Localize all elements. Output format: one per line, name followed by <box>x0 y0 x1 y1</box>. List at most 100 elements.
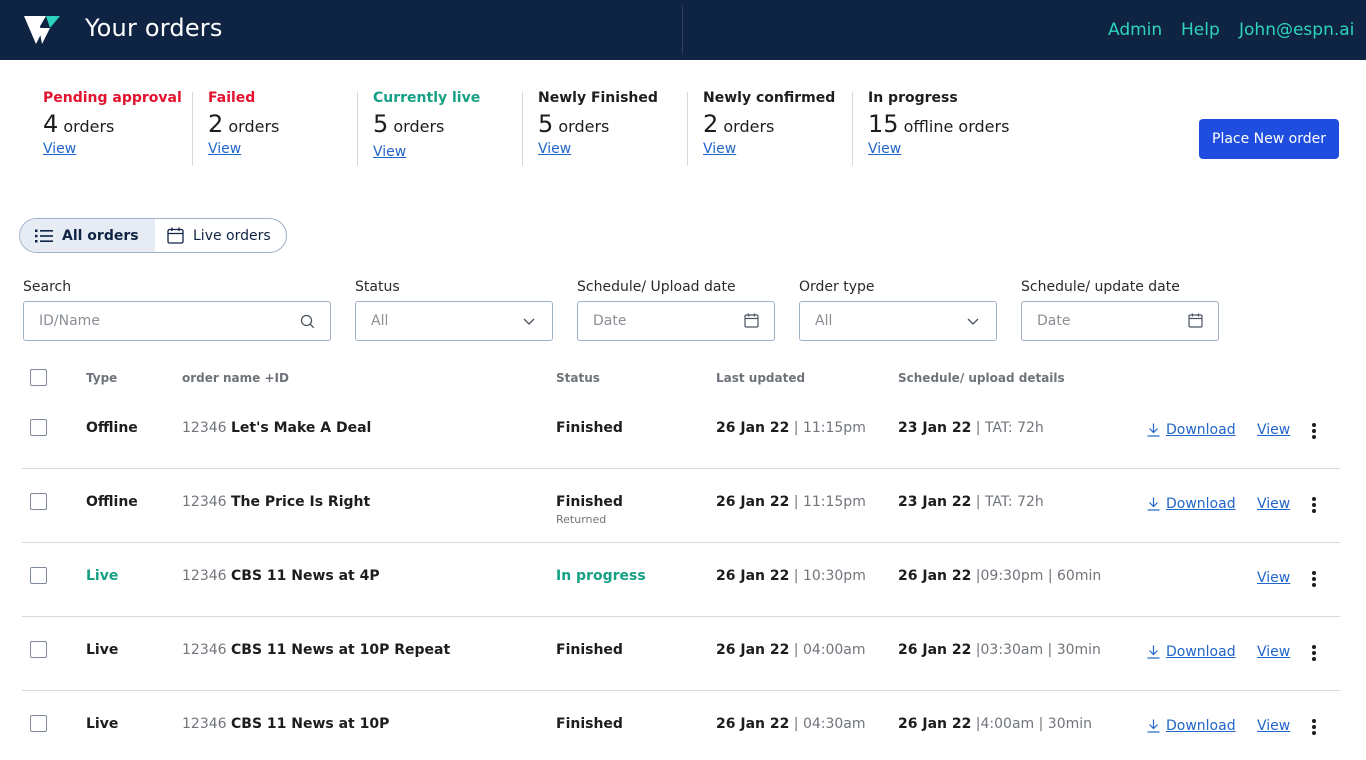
count-number: 5 <box>373 110 389 138</box>
status-select-value: All <box>371 313 389 329</box>
view-order-link[interactable]: View <box>1257 644 1291 660</box>
updated-date: 26 Jan 22 <box>716 568 790 584</box>
date-placeholder: Date <box>593 313 627 329</box>
help-link[interactable]: Help <box>1181 20 1220 40</box>
view-order-link[interactable]: View <box>1257 422 1291 438</box>
summary-count: 5 orders <box>538 110 658 138</box>
tab-live-orders[interactable]: Live orders <box>155 219 286 252</box>
calendar-icon <box>1188 313 1203 328</box>
status-select[interactable]: All <box>355 301 553 341</box>
order-view-toggle: All orders Live orders <box>19 218 287 253</box>
view-failed-link[interactable]: View <box>208 141 242 157</box>
schedule-detail: |03:30am | 30min <box>975 642 1101 658</box>
order-status-cell: Finished <box>556 716 623 732</box>
row-divider <box>22 690 1340 691</box>
count-unit: orders <box>393 117 445 136</box>
updated-time: | 04:00am <box>793 642 866 658</box>
updated-time: | 04:30am <box>793 716 866 732</box>
calendar-icon <box>167 227 184 244</box>
download-link[interactable]: Download <box>1166 718 1236 734</box>
row-divider <box>22 542 1340 543</box>
more-options-icon[interactable] <box>1308 645 1320 663</box>
summary-label: Failed <box>208 90 256 106</box>
chevron-down-icon <box>523 318 535 325</box>
order-id-cell: 12346 <box>182 716 227 732</box>
summary-label: Newly confirmed <box>703 90 836 106</box>
search-input[interactable]: ID/Name <box>23 301 331 341</box>
row-checkbox[interactable] <box>30 715 47 732</box>
place-new-order-button[interactable]: Place New order <box>1199 119 1339 159</box>
more-options-icon[interactable] <box>1308 423 1320 441</box>
view-order-link[interactable]: View <box>1257 718 1291 734</box>
summary-label: Currently live <box>373 90 481 106</box>
row-divider <box>22 616 1340 617</box>
summary-newly-finished: Newly Finished 5 orders View <box>538 90 658 170</box>
row-checkbox[interactable] <box>30 641 47 658</box>
view-in-progress-link[interactable]: View <box>868 141 902 157</box>
count-number: 15 <box>868 110 899 138</box>
order-name-cell: Let's Make A Deal <box>231 420 372 436</box>
view-finished-link[interactable]: View <box>538 141 572 157</box>
admin-link[interactable]: Admin <box>1108 20 1163 40</box>
brand-logo-icon <box>24 16 60 44</box>
page-title: Your orders <box>85 14 223 42</box>
summary-divider <box>522 92 523 166</box>
view-pending-link[interactable]: View <box>43 141 77 157</box>
download-link[interactable]: Download <box>1166 422 1236 438</box>
download-link[interactable]: Download <box>1166 644 1236 660</box>
order-type-value: All <box>815 313 833 329</box>
order-type-cell: Live <box>86 568 119 584</box>
column-header-status: Status <box>556 371 600 385</box>
schedule-upload-date-field[interactable]: Date <box>577 301 775 341</box>
order-type-select[interactable]: All <box>799 301 997 341</box>
last-updated-cell: 26 Jan 22 | 11:15pm <box>716 420 866 436</box>
summary-count: 4 orders <box>43 110 182 138</box>
updated-date: 26 Jan 22 <box>716 420 790 436</box>
order-status-cell: In progress <box>556 568 646 584</box>
updated-date: 26 Jan 22 <box>716 494 790 510</box>
view-confirmed-link[interactable]: View <box>703 141 737 157</box>
summary-count: 15 offline orders <box>868 110 1009 138</box>
summary-newly-confirmed: Newly confirmed 2 orders View <box>703 90 835 170</box>
more-options-icon[interactable] <box>1308 497 1320 515</box>
schedule-details-cell: 23 Jan 22 | TAT: 72h <box>898 420 1044 436</box>
order-name-cell: CBS 11 News at 10P <box>231 716 390 732</box>
updated-time: | 11:15pm <box>793 494 866 510</box>
schedule-update-date-field[interactable]: Date <box>1021 301 1219 341</box>
user-account-link[interactable]: John@espn.ai <box>1239 20 1355 40</box>
download-icon <box>1147 497 1160 511</box>
order-type-label: Order type <box>799 279 875 295</box>
updated-time: | 10:30pm <box>793 568 866 584</box>
schedule-detail: | TAT: 72h <box>975 420 1044 436</box>
row-checkbox[interactable] <box>30 493 47 510</box>
row-divider <box>22 468 1340 469</box>
schedule-date: 23 Jan 22 <box>898 494 972 510</box>
order-name-cell: CBS 11 News at 4P <box>231 568 380 584</box>
order-type-cell: Offline <box>86 420 138 436</box>
tab-all-orders[interactable]: All orders <box>20 219 155 252</box>
schedule-details-cell: 23 Jan 22 | TAT: 72h <box>898 494 1044 510</box>
row-checkbox[interactable] <box>30 419 47 436</box>
schedule-upload-date-label: Schedule/ Upload date <box>577 279 736 295</box>
summary-in-progress: In progress 15 offline orders View <box>868 90 1009 170</box>
download-link[interactable]: Download <box>1166 496 1236 512</box>
order-substatus: Returned <box>556 513 607 526</box>
summary-label: Pending approval <box>43 90 182 106</box>
updated-time: | 11:15pm <box>793 420 866 436</box>
summary-count: 2 orders <box>208 110 279 138</box>
view-order-link[interactable]: View <box>1257 496 1291 512</box>
column-header-schedule-details: Schedule/ upload details <box>898 371 1065 385</box>
summary-label: Newly Finished <box>538 90 658 106</box>
count-number: 5 <box>538 110 554 138</box>
row-checkbox[interactable] <box>30 567 47 584</box>
view-live-link[interactable]: View <box>373 144 407 160</box>
summary-count: 5 orders <box>373 110 480 138</box>
more-options-icon[interactable] <box>1308 571 1320 589</box>
count-number: 2 <box>703 110 719 138</box>
schedule-detail: | TAT: 72h <box>975 494 1044 510</box>
view-order-link[interactable]: View <box>1257 570 1291 586</box>
more-options-icon[interactable] <box>1308 719 1320 737</box>
list-icon <box>35 229 53 242</box>
order-type-cell: Offline <box>86 494 138 510</box>
select-all-checkbox[interactable] <box>30 369 47 386</box>
